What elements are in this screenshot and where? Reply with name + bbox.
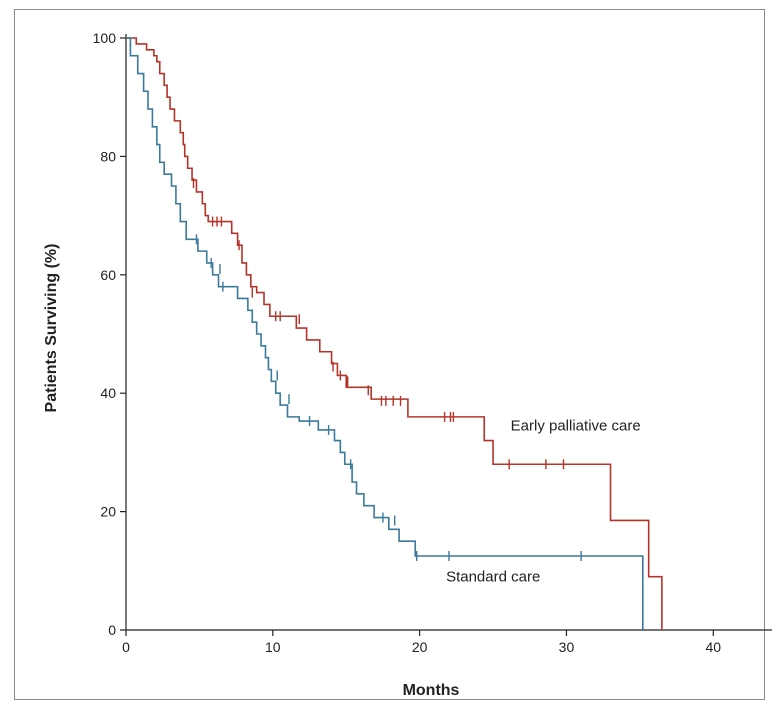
series-layer (126, 37, 663, 630)
axes (125, 34, 772, 631)
label-early-palliative-care: Early palliative care (511, 417, 641, 434)
survival-curve (126, 37, 663, 630)
annotation-layer: Early palliative care Standard care (446, 417, 641, 585)
y-tick-label: 0 (108, 622, 116, 638)
x-axis-title: Months (403, 682, 460, 699)
x-tick-label: 0 (122, 639, 130, 655)
chart-frame (14, 9, 765, 700)
y-tick-label: 40 (100, 385, 116, 401)
series-early-palliative-care (126, 37, 663, 630)
y-axis-title: Patients Surviving (%) (43, 244, 60, 413)
y-tick-label: 60 (100, 267, 116, 283)
x-tick-label: 40 (705, 639, 721, 655)
y-tick-label: 100 (93, 30, 117, 46)
y-tick-label: 80 (100, 148, 116, 164)
series-standard-care (126, 37, 644, 630)
x-tick-label: 20 (412, 639, 428, 655)
x-tick-label: 10 (265, 639, 281, 655)
y-tick-label: 20 (100, 504, 116, 520)
y-ticks: 0 20 40 60 80 100 (93, 30, 126, 638)
x-ticks: 0 10 20 30 40 (122, 630, 721, 655)
x-tick-label: 30 (559, 639, 575, 655)
survival-curve (126, 37, 644, 630)
label-standard-care: Standard care (446, 568, 540, 585)
